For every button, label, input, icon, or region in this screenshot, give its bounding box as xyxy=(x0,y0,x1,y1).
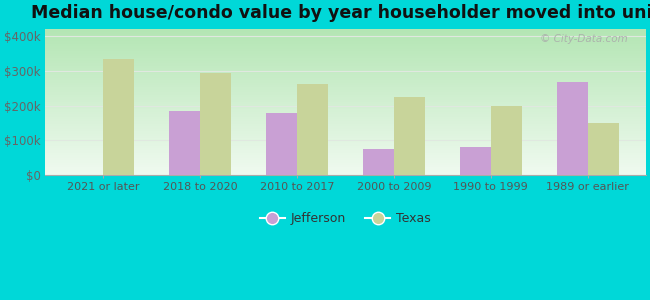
Bar xyxy=(200,73,231,175)
Bar xyxy=(491,106,522,175)
Bar xyxy=(460,147,491,175)
Title: Median house/condo value by year householder moved into unit: Median house/condo value by year househo… xyxy=(31,4,650,22)
Bar xyxy=(394,97,425,175)
Bar xyxy=(266,112,297,175)
Bar xyxy=(363,149,394,175)
Text: © City-Data.com: © City-Data.com xyxy=(540,34,628,44)
Bar xyxy=(588,123,619,175)
Bar xyxy=(297,84,328,175)
Bar xyxy=(103,59,134,175)
Bar xyxy=(169,111,200,175)
Legend: Jefferson, Texas: Jefferson, Texas xyxy=(255,207,436,230)
Bar xyxy=(556,82,588,175)
